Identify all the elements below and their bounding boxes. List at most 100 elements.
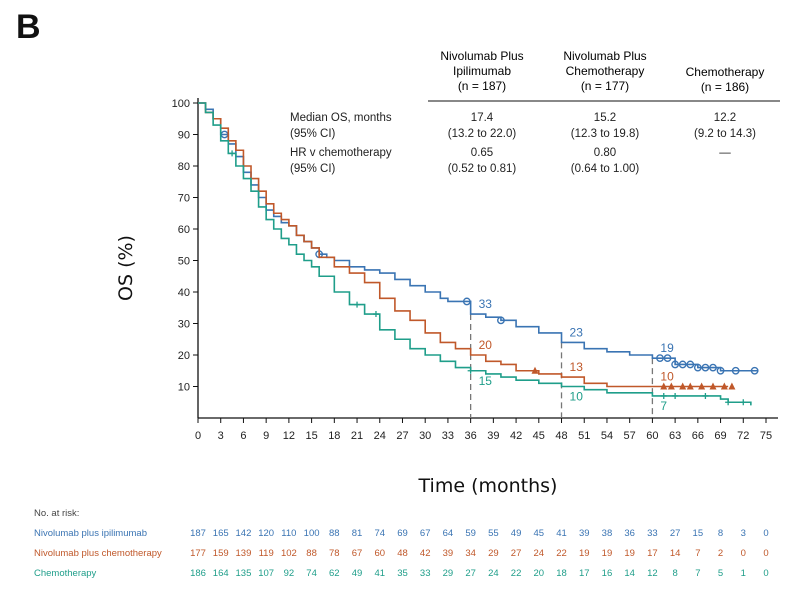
y-tick-label: 90 [178, 130, 190, 142]
at-risk-value: 142 [236, 528, 252, 539]
at-risk-value: 78 [329, 548, 340, 559]
x-tick-label: 18 [328, 430, 340, 442]
cell-nivo-chemo-hr-ci: (0.64 to 1.00) [571, 163, 640, 175]
x-tick-label: 57 [624, 430, 636, 442]
at-risk-value: 19 [602, 548, 613, 559]
header-nivo-chemo-line1: Nivolumab Plus [563, 49, 646, 63]
censor-mark [728, 382, 736, 390]
at-risk-value: 45 [534, 528, 545, 539]
censor-mark [720, 382, 728, 390]
at-risk-value: 74 [374, 528, 385, 539]
at-risk-value: 55 [488, 528, 499, 539]
x-tick-label: 12 [283, 430, 295, 442]
censor-mark [656, 354, 664, 363]
survival-annotation: 10 [660, 370, 674, 384]
at-risk-value: 8 [718, 528, 723, 539]
at-risk-value: 41 [556, 528, 567, 539]
series-nivo_chemo [198, 102, 736, 390]
cell-nivo-chemo-hr: 0.80 [594, 147, 616, 159]
cell-chemo-median-ci: (9.2 to 14.3) [694, 128, 756, 140]
at-risk-value: 135 [236, 568, 252, 579]
x-tick-label: 66 [692, 430, 704, 442]
censor-mark [750, 366, 759, 375]
header-nivo-chemo-line2: Chemotherapy [566, 64, 645, 78]
censor-mark [725, 399, 732, 406]
y-tick-label: 50 [178, 256, 190, 268]
table-header-nivo-chemo: Nivolumab Plus Chemotherapy (n = 177) [563, 49, 646, 93]
header-chemo-line1: Chemotherapy [686, 65, 765, 79]
at-risk-row: Chemotherapy 186 164 135 107 92 74 62 49 41 35 33 29… [34, 568, 769, 579]
at-risk-value: 177 [190, 548, 206, 559]
at-risk-value: 24 [488, 568, 499, 579]
at-risk-value: 8 [672, 568, 677, 579]
at-risk-value: 18 [556, 568, 567, 579]
at-risk-value: 14 [624, 568, 635, 579]
y-axis-title: OS (%) [115, 235, 137, 301]
at-risk-table: Nivolumab plus ipilimumab 187 165 142 120 110… [34, 528, 769, 579]
censor-mark [709, 382, 717, 390]
at-risk-value: 35 [397, 568, 408, 579]
x-tick-label: 63 [669, 430, 681, 442]
panel-label: B [16, 8, 41, 46]
at-risk-value: 49 [511, 528, 522, 539]
at-risk-value: 42 [420, 548, 431, 559]
censor-mark [698, 382, 706, 390]
cell-nivo-chemo-median-ci: (12.3 to 19.8) [571, 128, 640, 140]
survival-annotation: 13 [570, 360, 584, 374]
at-risk-value: 120 [258, 528, 274, 539]
reference-lines [469, 314, 654, 418]
at-risk-value: 36 [624, 528, 635, 539]
at-risk-value: 64 [443, 528, 454, 539]
at-risk-value: 39 [579, 528, 590, 539]
at-risk-value: 62 [329, 568, 340, 579]
survival-curves [198, 102, 759, 406]
x-ticks: 0 3 6 9 12 15 18 21 24 27 30 33 36 39 42 45 48 51 54 57 60 63… [195, 418, 772, 442]
censor-mark [531, 366, 539, 374]
table-header-nivo-ipi: Nivolumab Plus Ipilimumab (n = 187) [440, 49, 523, 93]
y-tick-label: 70 [178, 193, 190, 205]
censor-mark [372, 311, 379, 318]
at-risk-value: 12 [647, 568, 658, 579]
header-nivo-ipi-line1: Nivolumab Plus [440, 49, 523, 63]
y-tick-label: 30 [178, 319, 190, 331]
x-tick-label: 0 [195, 430, 201, 442]
censor-mark [709, 363, 717, 372]
at-risk-value: 22 [511, 568, 522, 579]
x-tick-label: 33 [442, 430, 454, 442]
at-risk-value: 165 [213, 528, 229, 539]
cell-nivo-ipi-median-ci: (13.2 to 22.0) [448, 128, 517, 140]
at-risk-value: 59 [465, 528, 476, 539]
at-risk-value: 24 [534, 548, 545, 559]
row-label-hr: HR v chemotherapy [290, 147, 392, 159]
cell-chemo-median: 12.2 [714, 112, 736, 124]
at-risk-value: 88 [329, 528, 340, 539]
censor-mark [667, 382, 675, 390]
at-risk-value: 27 [511, 548, 522, 559]
at-risk-value: 14 [670, 548, 681, 559]
at-risk-value: 38 [602, 528, 613, 539]
survival-annotation: 15 [479, 374, 493, 388]
survival-annotation: 33 [479, 297, 493, 311]
x-tick-label: 36 [465, 430, 477, 442]
censor-mark [686, 360, 695, 369]
at-risk-value: 164 [213, 568, 229, 579]
censor-mark [672, 392, 679, 399]
y-tick-label: 60 [178, 224, 190, 236]
y-tick-label: 10 [178, 382, 190, 394]
x-tick-label: 27 [396, 430, 408, 442]
at-risk-value: 1 [741, 568, 746, 579]
series-chemo [198, 102, 752, 406]
x-tick-label: 72 [737, 430, 749, 442]
x-tick-label: 24 [374, 430, 386, 442]
at-risk-value: 16 [602, 568, 613, 579]
at-risk-value: 67 [352, 548, 363, 559]
survival-annotations: 33 23 19 20 13 10 15 10 7 [479, 297, 674, 413]
at-risk-value: 41 [374, 568, 385, 579]
at-risk-row: Nivolumab plus ipilimumab 187 165 142 120 110… [34, 528, 769, 539]
at-risk-value: 92 [284, 568, 295, 579]
censor-mark [660, 382, 668, 390]
survival-annotation: 19 [660, 341, 674, 355]
at-risk-value: 107 [258, 568, 274, 579]
survival-curve [198, 102, 752, 406]
